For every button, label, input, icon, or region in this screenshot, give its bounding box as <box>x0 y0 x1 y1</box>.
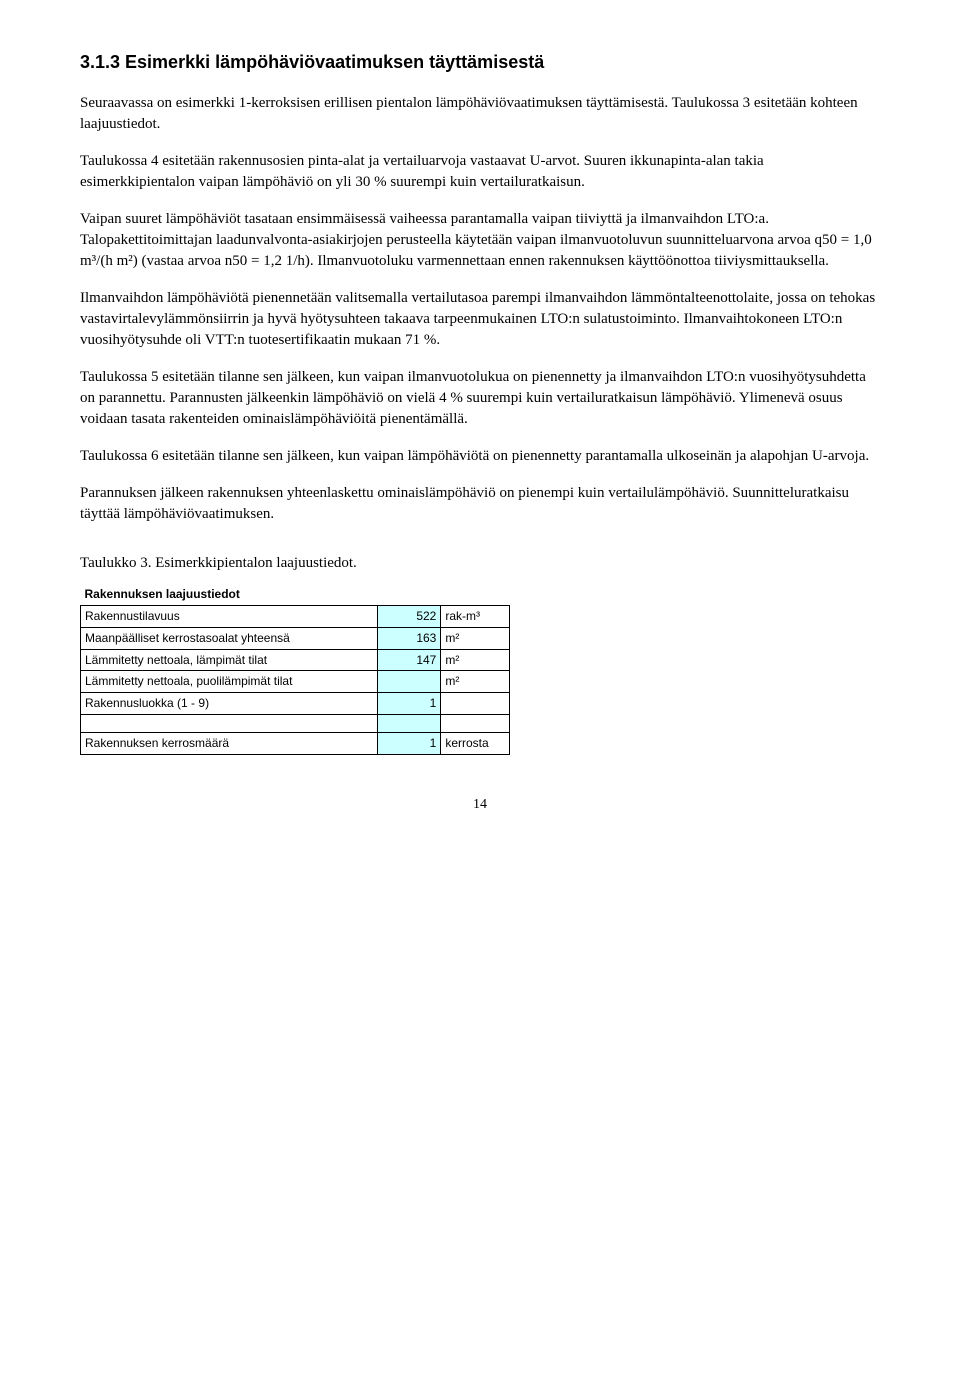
table-header: Rakennuksen laajuustiedot <box>81 584 510 605</box>
paragraph-2: Taulukossa 4 esitetään rakennusosien pin… <box>80 151 880 193</box>
paragraph-7: Parannuksen jälkeen rakennuksen yhteenla… <box>80 483 880 525</box>
row-unit <box>441 693 510 715</box>
row-label <box>81 714 378 732</box>
row-label: Maanpäälliset kerrostasoalat yhteensä <box>81 627 378 649</box>
paragraph-6: Taulukossa 6 esitetään tilanne sen jälke… <box>80 446 880 467</box>
row-unit: m² <box>441 627 510 649</box>
row-value: 522 <box>378 605 441 627</box>
paragraph-3: Vaipan suuret lämpöhäviöt tasataan ensim… <box>80 209 880 272</box>
extent-table: Rakennuksen laajuustiedot Rakennustilavu… <box>80 584 510 755</box>
row-value <box>378 671 441 693</box>
table-row-spacer <box>81 714 510 732</box>
table-row: Rakennusluokka (1 - 9) 1 <box>81 693 510 715</box>
row-value: 1 <box>378 693 441 715</box>
row-value: 147 <box>378 649 441 671</box>
table-row: Lämmitetty nettoala, lämpimät tilat 147 … <box>81 649 510 671</box>
row-label: Rakennustilavuus <box>81 605 378 627</box>
row-label: Lämmitetty nettoala, puolilämpimät tilat <box>81 671 378 693</box>
row-value <box>378 714 441 732</box>
paragraph-4: Ilmanvaihdon lämpöhäviötä pienennetään v… <box>80 288 880 351</box>
row-unit: m² <box>441 671 510 693</box>
row-unit: m² <box>441 649 510 671</box>
row-unit: kerrosta <box>441 732 510 754</box>
section-heading: 3.1.3 Esimerkki lämpöhäviövaatimuksen tä… <box>80 50 880 75</box>
table-row: Lämmitetty nettoala, puolilämpimät tilat… <box>81 671 510 693</box>
table-row: Rakennustilavuus 522 rak-m³ <box>81 605 510 627</box>
table-caption: Taulukko 3. Esimerkkipientalon laajuusti… <box>80 553 880 574</box>
row-label: Rakennusluokka (1 - 9) <box>81 693 378 715</box>
table-row: Maanpäälliset kerrostasoalat yhteensä 16… <box>81 627 510 649</box>
row-unit: rak-m³ <box>441 605 510 627</box>
row-unit <box>441 714 510 732</box>
paragraph-1: Seuraavassa on esimerkki 1-kerroksisen e… <box>80 93 880 135</box>
row-value: 1 <box>378 732 441 754</box>
row-label: Rakennuksen kerrosmäärä <box>81 732 378 754</box>
row-label: Lämmitetty nettoala, lämpimät tilat <box>81 649 378 671</box>
row-value: 163 <box>378 627 441 649</box>
table-row: Rakennuksen kerrosmäärä 1 kerrosta <box>81 732 510 754</box>
page-number: 14 <box>80 795 880 815</box>
paragraph-5: Taulukossa 5 esitetään tilanne sen jälke… <box>80 367 880 430</box>
